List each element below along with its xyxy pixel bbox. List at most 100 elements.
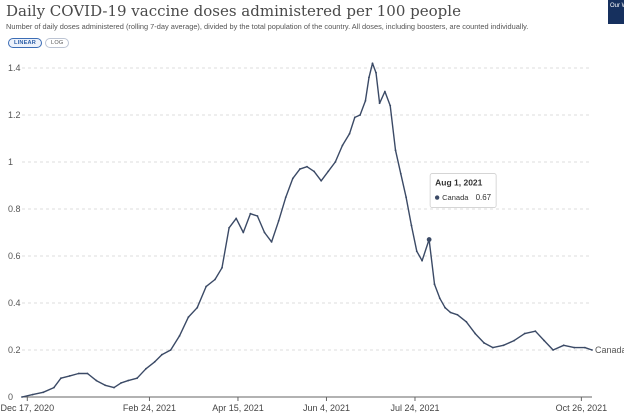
data-point <box>113 386 115 389</box>
data-point <box>145 367 147 370</box>
data-point <box>235 217 238 220</box>
tooltip-value: 0.67 <box>476 193 492 202</box>
data-point <box>552 349 554 351</box>
data-point <box>60 377 62 380</box>
data-point <box>421 259 423 262</box>
y-tick-label: 1 <box>8 157 13 167</box>
data-point <box>104 384 107 387</box>
y-tick-label: 0.8 <box>8 204 21 214</box>
owid-logo[interactable]: Our W in D <box>608 0 624 24</box>
data-point <box>502 344 505 347</box>
data-point <box>277 219 280 222</box>
tooltip-series-name: Canada <box>442 193 469 202</box>
data-point <box>242 231 245 234</box>
data-point <box>371 62 374 65</box>
data-point <box>221 266 223 269</box>
data-point <box>399 172 402 175</box>
data-point <box>136 377 138 380</box>
data-point <box>375 71 377 74</box>
data-point <box>383 90 386 93</box>
data-point <box>77 372 80 375</box>
data-point <box>368 76 370 79</box>
data-point <box>313 170 315 173</box>
data-point <box>543 339 546 342</box>
data-point <box>270 241 273 243</box>
data-point <box>410 224 413 227</box>
tooltip-series-dot <box>434 195 440 200</box>
series-label-canada: Canada <box>595 345 624 355</box>
data-point <box>120 382 123 384</box>
data-point <box>127 379 130 382</box>
chart-subtitle: Number of daily doses administered (roll… <box>6 22 529 31</box>
data-point <box>444 306 446 309</box>
data-point <box>153 360 156 363</box>
y-tick-label: 0.4 <box>8 298 21 308</box>
data-point <box>341 144 344 147</box>
data-point <box>263 231 266 234</box>
y-tick-label: 1.4 <box>8 63 21 73</box>
y-axis-ticks: 0 0.2 0.4 0.6 0.8 1 1.2 1.4 <box>8 63 21 402</box>
data-point <box>327 170 330 173</box>
data-point <box>353 116 356 119</box>
data-point <box>214 278 216 281</box>
y-tick-label: 0.2 <box>8 345 21 355</box>
grid-lines <box>22 67 592 351</box>
data-point <box>378 102 381 105</box>
data-point <box>160 353 163 356</box>
data-point <box>534 330 537 333</box>
data-point <box>320 179 323 182</box>
data-point <box>513 339 516 342</box>
data-point <box>228 226 231 229</box>
data-point <box>449 311 452 314</box>
y-tick-label: 1.2 <box>8 110 21 120</box>
series-line-canada[interactable] <box>21 62 593 398</box>
data-point <box>249 212 252 215</box>
data-point <box>394 149 397 152</box>
data-point <box>584 346 586 349</box>
data-point <box>306 165 308 168</box>
linear-scale-button[interactable]: LINEAR <box>8 38 43 48</box>
data-point <box>415 250 418 253</box>
x-tick-label: Oct 26, 2021 <box>556 403 608 413</box>
data-point <box>68 374 71 377</box>
x-tick-label: Apr 15, 2021 <box>212 403 264 413</box>
series-points <box>21 62 593 398</box>
x-axis-ticks: Dec 17, 2020 Feb 24, 2021 Apr 15, 2021 Jun … <box>1 397 608 413</box>
data-point <box>21 396 23 398</box>
hover-point <box>426 237 432 242</box>
data-point <box>433 283 436 286</box>
data-point <box>334 161 337 163</box>
scale-toggle-group: LINEAR LOG <box>8 38 70 48</box>
data-point <box>573 346 576 349</box>
y-tick-label: 0 <box>8 392 13 402</box>
tooltip: Aug 1, 2021 Canada 0.67 <box>429 173 497 208</box>
data-point <box>95 379 98 382</box>
data-point <box>187 316 190 318</box>
data-point <box>359 114 362 116</box>
data-point <box>562 344 565 347</box>
data-point <box>523 332 526 335</box>
data-point <box>591 349 593 351</box>
chart-title: Daily COVID-19 vaccine doses administere… <box>6 2 461 20</box>
log-scale-button[interactable]: LOG <box>45 38 70 48</box>
data-point <box>483 342 485 344</box>
data-point <box>31 393 34 396</box>
data-point <box>348 132 351 135</box>
data-point <box>205 285 207 288</box>
data-point <box>178 335 181 337</box>
data-point <box>291 177 294 180</box>
x-tick-label: Dec 17, 2020 <box>1 403 55 413</box>
data-point <box>299 168 301 170</box>
data-point <box>474 332 477 335</box>
data-point <box>491 346 494 349</box>
data-point <box>456 313 459 316</box>
tooltip-date: Aug 1, 2021 <box>435 178 483 188</box>
data-point <box>42 391 45 394</box>
data-point <box>256 215 259 217</box>
data-point <box>169 349 172 351</box>
data-point <box>284 196 287 199</box>
data-point <box>465 320 468 323</box>
tooltip-box <box>429 173 497 208</box>
x-tick-label: Feb 24, 2021 <box>123 403 176 413</box>
